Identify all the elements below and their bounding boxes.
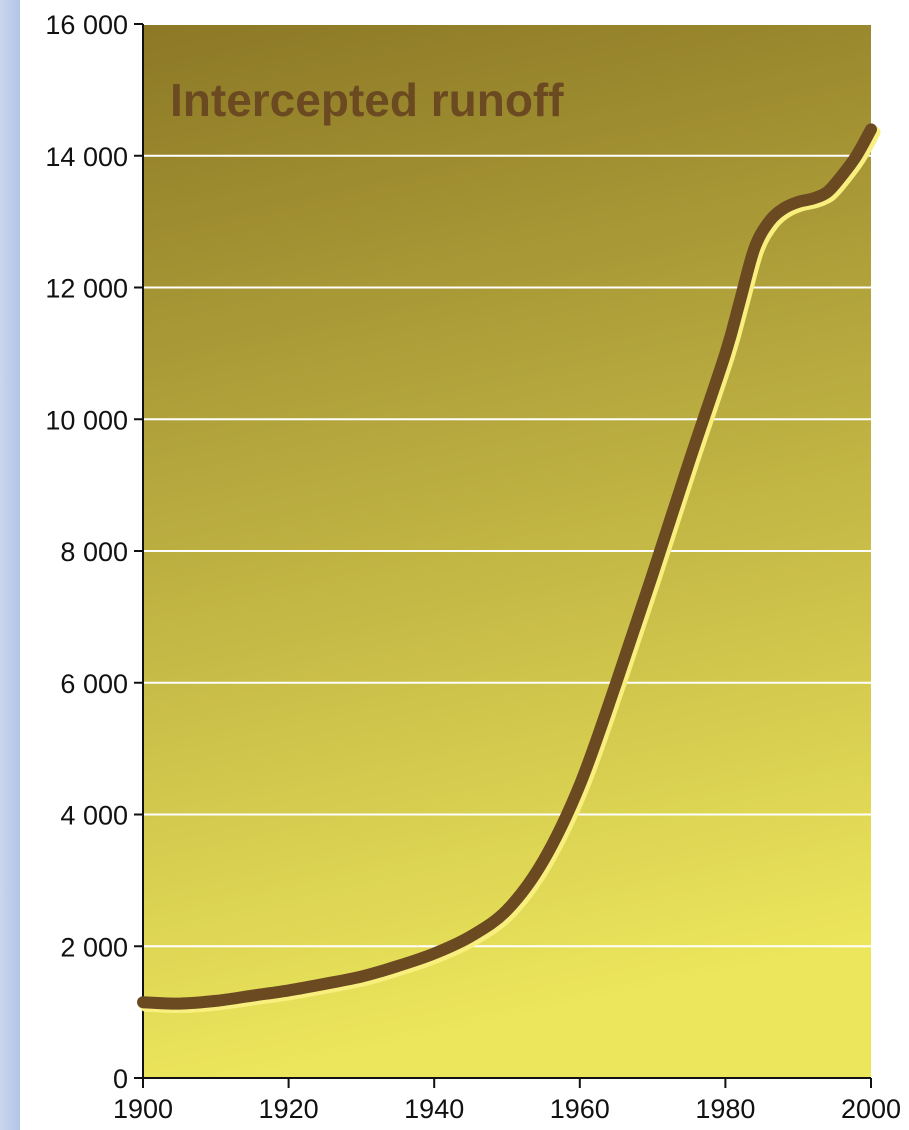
- x-tick-label: 2000: [841, 1094, 901, 1124]
- side-decorative-strip: [0, 0, 20, 1130]
- x-tick-label: 1980: [695, 1094, 755, 1124]
- x-tick-label: 1900: [113, 1094, 173, 1124]
- x-tick-label: 1960: [550, 1094, 610, 1124]
- series-line: [137, 123, 877, 1010]
- series-layer: [137, 123, 881, 1014]
- y-tick-label: 6 000: [60, 669, 128, 699]
- chart-title: Intercepted runoff: [170, 74, 564, 126]
- x-tick-label: 1940: [404, 1094, 464, 1124]
- y-tick-label: 12 000: [45, 274, 128, 304]
- y-tick-label: 16 000: [45, 10, 128, 40]
- y-tick-label: 10 000: [45, 405, 128, 435]
- y-tick-label: 8 000: [60, 537, 128, 567]
- y-tick-label: 2 000: [60, 932, 128, 962]
- y-tick-label: 0: [113, 1064, 128, 1094]
- x-tick-label: 1920: [259, 1094, 319, 1124]
- tick-labels: 0 2 000 4 000 6 000 8 000 10 000 12 000 14 000 1…: [45, 10, 901, 1124]
- y-tick-label: 14 000: [45, 142, 128, 172]
- axes: [134, 23, 872, 1088]
- gridlines: [143, 23, 871, 948]
- y-tick-label: 4 000: [60, 801, 128, 831]
